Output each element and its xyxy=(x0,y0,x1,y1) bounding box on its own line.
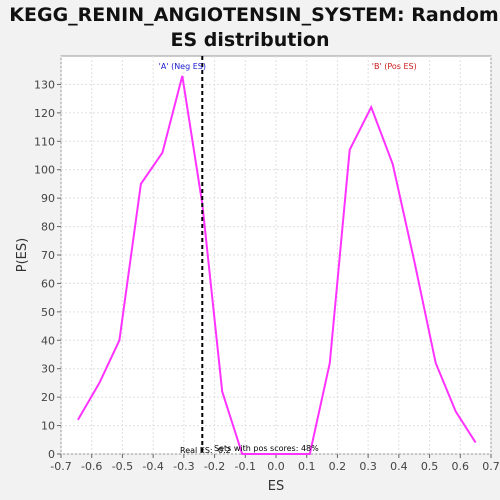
x-tick-label: 0.4 xyxy=(390,460,408,473)
real-es-label: Real ES: -0.2 xyxy=(180,446,231,455)
y-tick-label: 60 xyxy=(41,277,55,290)
x-tick-label: 0.7 xyxy=(482,460,500,473)
y-tick-label: 20 xyxy=(41,391,55,404)
x-axis-label: ES xyxy=(268,479,284,494)
x-tick-label: -0.1 xyxy=(235,460,256,473)
y-tick-label: 40 xyxy=(41,334,55,347)
x-tick-label: 0.0 xyxy=(267,460,285,473)
y-tick-label: 70 xyxy=(41,249,55,262)
y-tick-label: 30 xyxy=(41,363,55,376)
y-tick-label: 100 xyxy=(34,164,55,177)
y-tick-label: 120 xyxy=(34,107,55,120)
x-tick-label: -0.7 xyxy=(50,460,71,473)
x-axis-ticks: -0.7 -0.6 -0.5 -0.4 -0.3 -0.2 -0.1 0.0 0.1 0.2 0.3… xyxy=(50,454,500,473)
y-tick-label: 0 xyxy=(48,448,55,461)
annotation-label: 'B' (Pos ES) xyxy=(372,62,417,71)
x-tick-label: 0.3 xyxy=(359,460,377,473)
chart-title-line-2: ES distribution xyxy=(171,29,330,51)
y-axis-ticks: 0 10 20 30 40 50 60 70 80 90 100 110 120 130 xyxy=(34,78,61,461)
y-tick-label: 80 xyxy=(41,221,55,234)
x-tick-label: -0.4 xyxy=(142,460,163,473)
annotation-label: 'A' (Neg ES) xyxy=(159,62,206,71)
chart-title-line-1: KEGG_RENIN_ANGIOTENSIN_SYSTEM: Random xyxy=(9,4,498,26)
x-tick-label: 0.1 xyxy=(298,460,316,473)
y-tick-label: 90 xyxy=(41,192,55,205)
x-tick-label: 0.2 xyxy=(329,460,347,473)
x-tick-label: 0.6 xyxy=(452,460,470,473)
x-tick-label: -0.3 xyxy=(173,460,194,473)
es-distribution-line xyxy=(77,75,477,455)
x-tick-label: -0.6 xyxy=(81,460,102,473)
y-axis-label: P(ES) xyxy=(15,238,30,272)
pos-scores-label: Sets with pos scores: 48% xyxy=(214,444,319,453)
annotations-group: 'A' (Neg ES) 'B' (Pos ES) xyxy=(159,62,417,71)
x-tick-label: -0.5 xyxy=(112,460,133,473)
y-tick-label: 10 xyxy=(41,420,55,433)
series-group xyxy=(77,75,477,455)
y-tick-label: 110 xyxy=(34,135,55,148)
x-tick-label: -0.2 xyxy=(204,460,225,473)
y-tick-label: 130 xyxy=(34,78,55,91)
plot-area xyxy=(60,55,492,455)
x-tick-label: 0.5 xyxy=(421,460,439,473)
y-tick-label: 50 xyxy=(41,306,55,319)
